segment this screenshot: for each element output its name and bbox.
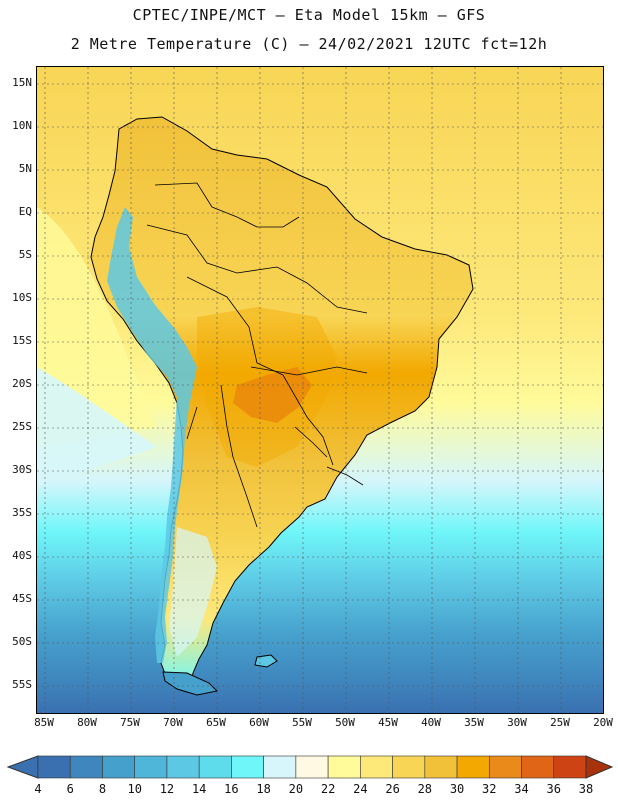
longitude-label: 60W (249, 716, 269, 729)
longitude-label: 65W (206, 716, 226, 729)
map-title: CPTEC/INPE/MCT – Eta Model 15km – GFS (132, 6, 486, 24)
colorbar-cell (456, 755, 490, 779)
colorbar-cell (521, 755, 555, 779)
longitude-label: 30W (507, 716, 527, 729)
colorbar-tick-label: 20 (288, 782, 304, 796)
colorbar-cell (231, 755, 264, 779)
colorbar-tick-label: 30 (449, 782, 465, 796)
colorbar-tick-label: 14 (191, 782, 207, 796)
latitude-label: 45S (12, 592, 32, 605)
colorbar-tick-label: 8 (98, 782, 107, 796)
colorbar-tick-label: 34 (514, 782, 529, 796)
longitude-label: 55W (292, 716, 312, 729)
colorbar-cell (134, 755, 168, 779)
longitude-label: 45W (378, 716, 398, 729)
andes-cold-zone (107, 207, 197, 663)
country-borders (146, 182, 368, 528)
latitude-label: 15N (12, 76, 32, 89)
temperature-colorbar (6, 755, 614, 779)
colorbar-tick-label: 4 (34, 782, 42, 796)
colorbar-tick-label: 16 (224, 782, 239, 796)
hot-core-region (233, 367, 312, 423)
colorbar-cell (37, 755, 71, 779)
longitude-label: 20W (593, 716, 613, 729)
patagonia-cool-zone (169, 527, 217, 657)
latitude-label: 30S (12, 463, 32, 476)
latitude-label: 10N (12, 119, 32, 132)
colorbar-tick-label: 28 (417, 782, 433, 796)
latitude-label: 35S (12, 506, 32, 519)
tierra-del-fuego (162, 671, 219, 696)
latitude-label: 5N (18, 162, 32, 175)
longitude-label: 80W (77, 716, 97, 729)
colorbar-tick-label: 18 (256, 782, 271, 796)
warm-interior-region (197, 307, 337, 467)
colorbar-cell (198, 755, 232, 779)
colorbar-cell (392, 755, 426, 779)
colorbar-cell (69, 755, 103, 779)
colorbar-tick-label: 12 (159, 782, 175, 796)
pacific-cool-band (37, 367, 157, 487)
latitude-label: 50S (12, 635, 32, 648)
colorbar-right-arrow (585, 755, 614, 779)
graticule (37, 67, 603, 713)
latitude-label: 25S (12, 420, 32, 433)
colorbar-tick-label: 36 (546, 782, 561, 796)
latitude-label: 10S (12, 291, 32, 304)
colorbar-tick-label: 32 (482, 782, 497, 796)
colorbar-cell (360, 755, 393, 779)
map-canvas (37, 67, 603, 713)
longitude-label: 35W (464, 716, 484, 729)
colorbar-tick-label: 6 (66, 782, 74, 796)
colorbar-tick-label: 10 (127, 782, 142, 796)
colorbar-cell (166, 755, 200, 779)
colorbar-tick-label: 26 (385, 782, 400, 796)
longitude-label: 40W (421, 716, 441, 729)
latitude-label: EQ (18, 205, 32, 218)
latitude-label: 5S (18, 248, 32, 261)
colorbar-left-arrow (6, 755, 39, 779)
colorbar-cell (263, 755, 297, 779)
longitude-label: 85W (34, 716, 54, 729)
latitude-label: 15S (12, 334, 32, 347)
colorbar-cell (488, 755, 522, 779)
latitude-label: 55S (12, 678, 32, 691)
temperature-map (36, 66, 604, 714)
colorbar-tick-label: 24 (353, 782, 368, 796)
colorbar-tick-label: 38 (578, 782, 594, 796)
longitude-label: 50W (335, 716, 355, 729)
colorbar-cell (553, 755, 587, 779)
colorbar-tick-label: 22 (320, 782, 336, 796)
longitude-label: 70W (163, 716, 183, 729)
longitude-label: 25W (550, 716, 570, 729)
colorbar-cell (327, 755, 361, 779)
latitude-label: 20S (12, 377, 32, 390)
latitude-label: 40S (12, 549, 32, 562)
colorbar-cell (295, 755, 329, 779)
colorbar-cell (102, 755, 136, 779)
colorbar-cell (424, 755, 458, 779)
map-subtitle: 2 Metre Temperature (C) – 24/02/2021 12U… (70, 35, 548, 53)
longitude-label: 75W (120, 716, 140, 729)
falkland-islands (254, 654, 278, 668)
